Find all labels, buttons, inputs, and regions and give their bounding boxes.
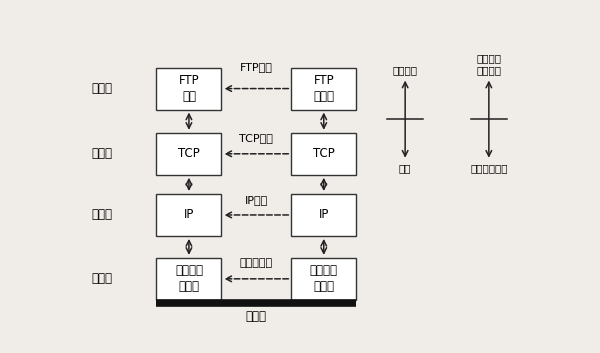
Text: 传输层: 传输层 [91,147,112,160]
Bar [157,194,221,236]
Text: 处理通信细节: 处理通信细节 [470,163,508,173]
Text: 内核: 内核 [399,163,412,173]
Bar [291,133,356,175]
Text: 以太网协议: 以太网协议 [240,258,273,268]
Bar [291,67,356,110]
Bar [157,67,221,110]
Text: TCP协议: TCP协议 [239,133,273,143]
Text: 以太网驱
动程序: 以太网驱 动程序 [310,264,338,293]
Text: 应用层: 应用层 [91,82,112,95]
Text: TCP: TCP [313,147,335,160]
Text: 以太网驱
动程序: 以太网驱 动程序 [175,264,203,293]
Bar [291,258,356,300]
Bar [157,133,221,175]
Text: TCP: TCP [178,147,200,160]
Text: 链路层: 链路层 [91,272,112,285]
Text: FTP
客户: FTP 客户 [179,74,199,103]
Text: FTP
服务器: FTP 服务器 [313,74,334,103]
Bar [157,258,221,300]
Text: IP协议: IP协议 [245,195,268,205]
Text: 网络层: 网络层 [91,209,112,221]
Text: 以太网: 以太网 [246,310,267,323]
Text: 用户进程: 用户进程 [392,65,418,75]
Text: 处理应用
程序细节: 处理应用 程序细节 [476,53,502,75]
Text: FTP协议: FTP协议 [240,62,273,72]
Text: IP: IP [319,209,329,221]
Bar [291,194,356,236]
Text: IP: IP [184,209,194,221]
